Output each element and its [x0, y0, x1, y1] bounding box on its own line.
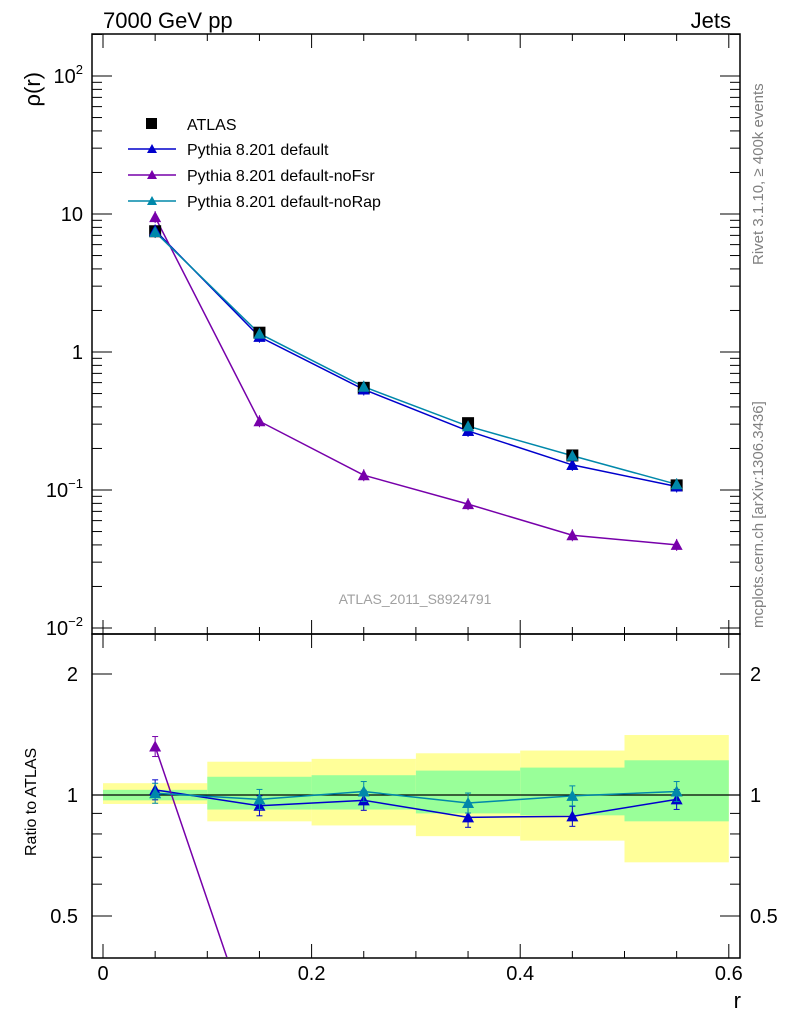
point-nofsr — [566, 529, 579, 541]
y-tick-label: 10 — [61, 204, 83, 226]
y-tick-label-exponent: 2 — [76, 62, 83, 77]
legend-entry-norap: Pythia 8.201 default-noRap — [128, 194, 381, 211]
mcplots-label: mcplots.cern.ch [arXiv:1306.3436] — [750, 401, 767, 628]
ratio-point-default — [462, 811, 475, 823]
point-overlay-norap — [149, 226, 162, 238]
ratio-point-norap — [253, 793, 266, 805]
ratio-y-tick-label: 2 — [67, 664, 78, 686]
y-tick-label: 102 — [54, 62, 83, 88]
ratio-series-layer — [149, 736, 683, 974]
legend-label-default: Pythia 8.201 default — [187, 142, 329, 159]
series-line-nofsr — [154, 216, 677, 546]
ratio-y-tick-label-right: 1 — [750, 785, 761, 807]
y-tick-label: 1 — [72, 342, 83, 364]
y-tick-label-base: 10 — [46, 618, 68, 640]
series-line-norap — [154, 231, 677, 486]
x-axis-label: r — [734, 988, 741, 1013]
legend-marker-norap — [147, 196, 157, 205]
legend-label-atlas: ATLAS — [187, 117, 237, 134]
ratio-point-nofsr — [671, 963, 683, 974]
point-nofsr — [357, 469, 370, 481]
ratio-y-tick-label: 1 — [67, 785, 78, 807]
ratio-y-axis-label: Ratio to ATLAS — [23, 748, 40, 856]
rivet-version-label: Rivet 3.1.10, ≥ 400k events — [750, 83, 767, 265]
y-tick-label-base: 1 — [72, 342, 83, 364]
series-line-default — [154, 229, 677, 488]
legend-label-nofsr: Pythia 8.201 default-noFsr — [187, 168, 375, 185]
legend-label-norap: Pythia 8.201 default-noRap — [187, 194, 381, 211]
ratio-point-norap — [670, 785, 683, 797]
ratio-point-norap — [566, 789, 579, 801]
legend-entry-atlas: ATLAS — [146, 117, 237, 134]
point-overlay-norap — [670, 478, 683, 490]
point-overlay-norap — [462, 420, 475, 432]
ratio-line-default — [155, 789, 677, 819]
legend-marker-atlas — [146, 118, 157, 129]
title-right: Jets — [691, 8, 731, 33]
y-tick-label-base: 10 — [61, 204, 83, 226]
ratio-point-default — [566, 810, 579, 822]
ratio-y-tick-label-right: 2 — [750, 664, 761, 686]
point-overlay-norap — [566, 449, 579, 461]
y-tick-label-base: 10 — [46, 480, 68, 502]
y-tick-label: 10−1 — [46, 476, 83, 502]
ratio-point-nofsr — [149, 740, 162, 752]
ratio-point-norap — [149, 787, 162, 799]
ratio-y-tick-label: 0.5 — [50, 906, 78, 928]
point-overlay-norap — [253, 327, 266, 339]
point-overlay-norap — [357, 380, 370, 392]
point-nofsr — [253, 415, 266, 427]
ratio-uncertainty-bands — [92, 735, 740, 863]
title-left: 7000 GeV pp — [103, 8, 233, 33]
y-tick-label: 10−2 — [46, 614, 83, 640]
point-overlay-default — [566, 458, 579, 470]
legend-marker-default — [147, 144, 157, 153]
ratio-line-norap — [155, 790, 677, 804]
x-tick-label: 0.6 — [715, 963, 743, 985]
main-y-axis-label: ρ(r) — [20, 72, 45, 107]
point-nofsr — [149, 211, 162, 223]
legend: ATLAS Pythia 8.201 default Pythia 8.201 … — [128, 117, 381, 211]
x-tick-label: 0.4 — [506, 963, 534, 985]
point-nofsr — [462, 498, 475, 510]
x-tick-label: 0.2 — [298, 963, 326, 985]
legend-entry-default: Pythia 8.201 default — [128, 142, 329, 159]
legend-marker-nofsr — [147, 170, 157, 179]
ratio-point-norap — [357, 785, 370, 797]
point-nofsr — [670, 538, 683, 550]
y-tick-label-exponent: −2 — [68, 614, 83, 629]
y-tick-label-exponent: −1 — [68, 476, 83, 491]
ratio-y-tick-label-right: 0.5 — [750, 906, 778, 928]
main-series-layer — [149, 211, 683, 551]
y-tick-label-base: 10 — [54, 66, 76, 88]
ratio-point-norap — [462, 797, 475, 809]
x-tick-label: 0 — [97, 963, 108, 985]
axis-ticks — [92, 33, 740, 958]
legend-entry-nofsr: Pythia 8.201 default-noFsr — [128, 168, 375, 185]
analysis-watermark: ATLAS_2011_S8924791 — [339, 591, 492, 607]
